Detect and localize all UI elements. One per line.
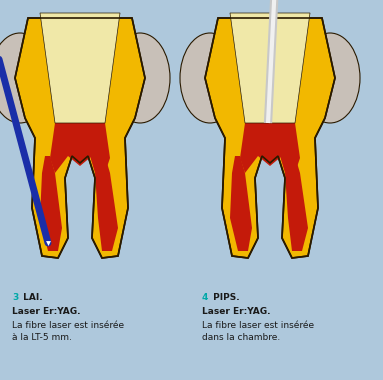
Ellipse shape [0,33,50,123]
Text: 4: 4 [202,293,208,302]
Polygon shape [40,13,120,123]
Polygon shape [230,156,252,251]
Text: PIPS.: PIPS. [210,293,240,302]
Polygon shape [40,156,62,251]
Polygon shape [50,123,110,173]
Polygon shape [230,13,310,123]
Text: La fibre laser est insérée: La fibre laser est insérée [202,321,314,330]
Ellipse shape [300,33,360,123]
Ellipse shape [110,33,170,123]
Text: à la LT-5 mm.: à la LT-5 mm. [12,333,72,342]
Polygon shape [240,123,300,173]
Text: 3: 3 [12,293,18,302]
Polygon shape [280,156,308,251]
Polygon shape [90,156,118,251]
Text: Laser Er:YAG.: Laser Er:YAG. [12,307,80,316]
Polygon shape [230,13,310,123]
Text: La fibre laser est insérée: La fibre laser est insérée [12,321,124,330]
Polygon shape [40,13,120,123]
Text: Laser Er:YAG.: Laser Er:YAG. [202,307,270,316]
Polygon shape [205,18,335,258]
Ellipse shape [180,33,240,123]
Text: dans la chambre.: dans la chambre. [202,333,280,342]
Polygon shape [15,18,145,258]
Text: LAI.: LAI. [20,293,43,302]
